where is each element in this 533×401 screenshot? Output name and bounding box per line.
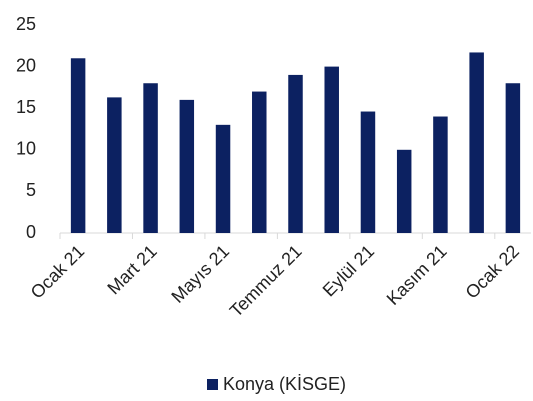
- bar: [360, 111, 376, 233]
- bar: [505, 83, 521, 234]
- bar: [143, 83, 158, 234]
- y-tick-label: 10: [16, 139, 36, 159]
- x-tick-label: Kasım 21: [383, 241, 451, 309]
- y-tick-label: 15: [16, 97, 36, 117]
- legend-label: Konya (KİSGE): [223, 374, 346, 394]
- y-tick-label: 20: [16, 55, 36, 75]
- x-tick-label: Mayıs 21: [167, 241, 233, 307]
- legend-swatch: [207, 379, 218, 390]
- x-tick-label: Ocak 21: [27, 241, 89, 303]
- x-tick-label: Ocak 22: [462, 241, 524, 303]
- bar: [215, 124, 231, 233]
- x-tick-label: Eylül 21: [319, 241, 378, 300]
- bar: [107, 97, 122, 233]
- bar: [396, 149, 412, 233]
- bar: [469, 52, 484, 234]
- bar: [70, 58, 86, 233]
- bar: [324, 66, 339, 233]
- bar: [288, 74, 303, 233]
- x-tick-label: Mart 21: [103, 241, 160, 298]
- bar: [252, 91, 267, 233]
- y-tick-label: 25: [16, 14, 36, 34]
- x-tick-label: Temmuz 21: [226, 241, 306, 321]
- bar: [433, 116, 448, 233]
- y-tick-label: 5: [26, 180, 36, 200]
- bar: [179, 99, 195, 233]
- y-tick-label: 0: [26, 222, 36, 242]
